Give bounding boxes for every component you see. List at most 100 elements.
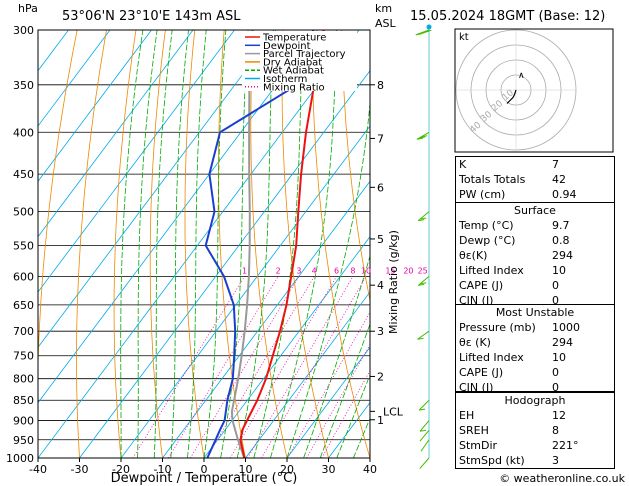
temperature-tick-label: 0 (201, 463, 208, 476)
index-value: 0.94 (552, 188, 577, 201)
mixing-ratio-label: 8 (350, 266, 355, 275)
parcel-trajectory-curve (230, 30, 253, 458)
mixing-ratio-label: 3 (296, 266, 301, 275)
dry-adiabat-line (218, 30, 246, 458)
wet-adiabat-line (286, 99, 370, 458)
surface-label: Temp (°C) (459, 219, 514, 232)
temperature-tick-label: -30 (71, 463, 89, 476)
pressure-tick-label: 1000 (6, 452, 34, 465)
wind-barb (415, 29, 432, 36)
mixing-ratio-label: 10 (361, 266, 371, 275)
legend-label: Dry Adiabat (263, 57, 322, 68)
hodograph-stat-label: SREH (459, 424, 489, 437)
wind-barb (416, 131, 430, 140)
wet-adiabat-line (220, 30, 249, 458)
legend-label: Dewpoint (263, 41, 311, 52)
hodograph-stat-row: EH 12 (456, 408, 614, 423)
wind-barb (419, 420, 430, 432)
mixing-ratio-line (306, 343, 370, 458)
hodograph-table: Hodograph EH 12 SREH 8 StmDir 221° StmSpd (kt)… (455, 392, 615, 469)
height-tick-label: 1 (377, 414, 384, 427)
station-location: 53°06'N 23°10'E 143m ASL (62, 9, 241, 24)
wet-adiabat-line (187, 30, 207, 458)
temperature-curve (239, 30, 325, 458)
mixing-ratio-line (132, 276, 245, 458)
pressure-tick-label: 850 (13, 394, 34, 407)
mixing-ratio-label: 25 (418, 266, 428, 275)
dry-adiabat-line (113, 30, 137, 458)
most-unstable-title: Most Unstable (495, 306, 575, 319)
surface-value: 0 (552, 294, 559, 307)
index-label: K (459, 158, 467, 171)
isotherm-line (79, 70, 370, 458)
hodograph-stat-value: 3 (552, 454, 559, 467)
height-tick-label: 4 (377, 279, 384, 292)
wind-barb (417, 276, 430, 286)
pressure-tick-label: 450 (13, 168, 34, 181)
dry-adiabat-line (250, 30, 288, 458)
pressure-tick-label: 750 (13, 350, 34, 363)
hodograph-stat-value: 8 (552, 424, 559, 437)
pressure-tick-label: 400 (13, 126, 34, 139)
mixing-ratio-label: 2 (276, 266, 281, 275)
pressure-tick-label: 300 (13, 24, 34, 37)
legend-label: Isotherm (263, 74, 307, 85)
most-unstable-value: 294 (552, 336, 573, 349)
height-tick-label: 7 (377, 132, 384, 145)
most-unstable-value: 0 (552, 366, 559, 379)
dry-adiabat-line (38, 30, 78, 458)
most-unstable-value: 0 (552, 381, 559, 394)
surface-row: Lifted Index 10 (456, 263, 614, 278)
surface-label: Dewp (°C) (459, 234, 516, 247)
mixing-ratio-label: 15 (385, 266, 395, 275)
wind-barb (419, 457, 430, 469)
dry-adiabat-line (341, 30, 370, 303)
wet-adiabat-line (303, 254, 370, 458)
pressure-tick-label: 950 (13, 434, 34, 447)
wet-adiabat-line (270, 30, 337, 458)
wind-staff-top (426, 24, 432, 30)
most-unstable-label: CAPE (J) (459, 366, 504, 379)
temperature-tick-label: 40 (363, 463, 377, 476)
mixing-ratio-label: 1 (242, 266, 247, 275)
hodograph-stat-value: 221° (552, 439, 579, 452)
most-unstable-value: 1000 (552, 321, 580, 334)
pressure-tick-label: 700 (13, 325, 34, 338)
hodograph-stat-value: 12 (552, 409, 566, 422)
isotherm-line (38, 30, 318, 404)
surface-row: CIN (J) 0 (456, 293, 614, 308)
surface-value: 0 (552, 279, 559, 292)
x-axis-label: Dewpoint / Temperature (°C) (111, 471, 298, 486)
copyright-text: © weatheronline.co.uk (499, 472, 625, 485)
mixing-ratio-line (190, 276, 300, 458)
mixing-ratio-axis-label: Mixing Ratio (g/kg) (387, 230, 400, 334)
isotherm-line (38, 30, 152, 182)
profile-curves (204, 30, 325, 458)
isotherm-line (286, 346, 370, 458)
dry-adiabat-line (311, 30, 370, 458)
height-tick-label: 6 (377, 181, 384, 194)
mixing-ratio-line (247, 276, 354, 458)
hodograph-unit: kt (459, 32, 469, 43)
most-unstable-row: Pressure (mb) 1000 (456, 320, 614, 335)
most-unstable-label: Pressure (mb) (459, 321, 536, 334)
legend-label: Wet Adiabat (263, 66, 324, 77)
sounding-datetime: 15.05.2024 18GMT (Base: 12) (410, 9, 605, 24)
hodograph-table-title: Hodograph (504, 394, 566, 407)
most-unstable-row: θε (K) 294 (456, 335, 614, 350)
surface-label: CIN (J) (459, 294, 494, 307)
lcl-label: LCL (383, 405, 404, 418)
height-tick-label: 3 (377, 325, 384, 338)
pressure-tick-label: 350 (13, 79, 34, 92)
height-tick-label: 5 (377, 233, 384, 246)
index-label: Totals Totals (459, 173, 526, 186)
dry-adiabat-line (281, 30, 329, 458)
surface-row: θε(K) 294 (456, 248, 614, 263)
hodograph-stat-label: StmDir (459, 439, 498, 452)
wind-barb (420, 439, 430, 452)
isotherm-line (38, 30, 111, 127)
surface-value: 10 (552, 264, 566, 277)
temperature-tick-label: -10 (154, 463, 172, 476)
wet-adiabat-line (137, 30, 158, 458)
